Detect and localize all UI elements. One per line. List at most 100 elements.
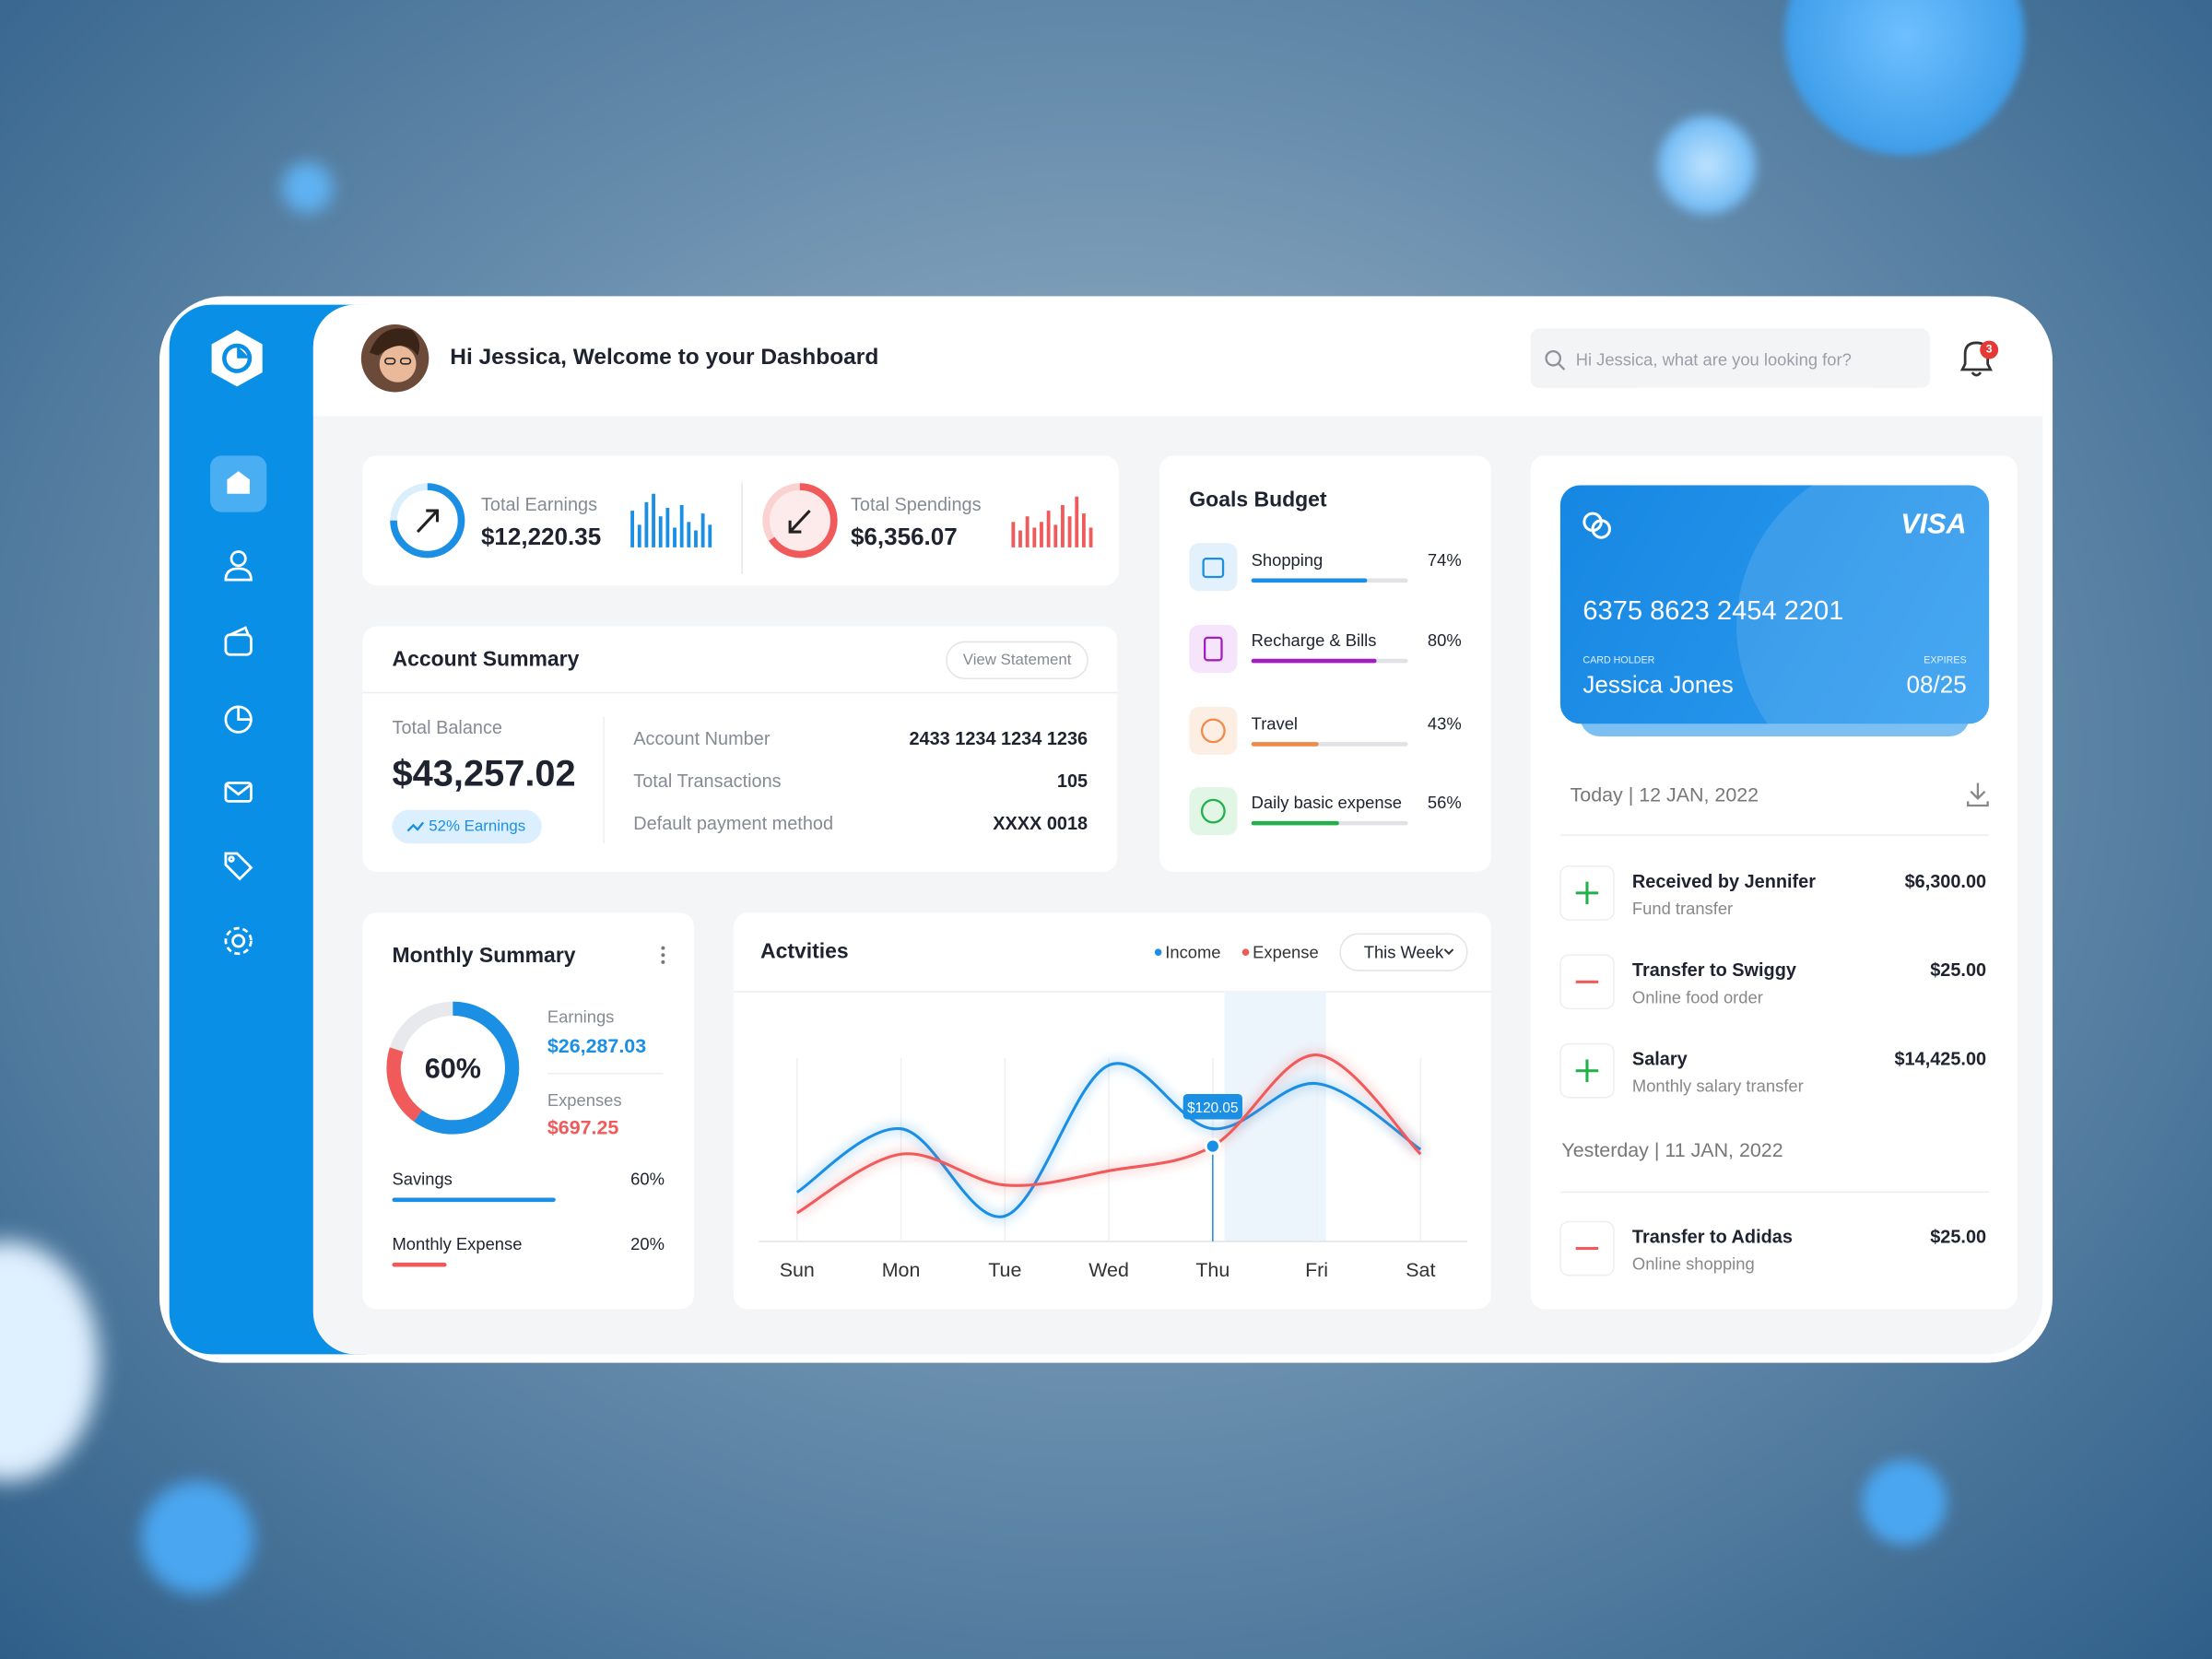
transaction-title: Transfer to Adidas [1631, 1225, 1793, 1247]
menu-dots[interactable] [661, 946, 665, 964]
blob [1657, 115, 1757, 215]
blob [1862, 1460, 1947, 1546]
card-brand: VISA [1900, 509, 1967, 541]
transaction-amount: $14,425.00 [1894, 1047, 1987, 1069]
nav-icons[interactable] [224, 550, 253, 956]
earnings-value: $26,287.03 [547, 1033, 647, 1057]
bank-card [1559, 485, 1990, 724]
detail-value: 2433 1234 1234 1236 [909, 727, 1088, 749]
spendings-label: Total Spendings [850, 493, 982, 515]
series-line [796, 1053, 1422, 1215]
holder-name: Jessica Jones [1583, 671, 1734, 699]
expenses-label: Expenses [547, 1090, 622, 1111]
x-tick-label: Fri [1305, 1258, 1329, 1281]
spendings-amount: $6,356.07 [850, 523, 958, 550]
transaction-amount: $25.00 [1930, 959, 1987, 981]
greeting: Hi Jessica, Welcome to your Dashboard [450, 345, 879, 371]
goal-name: Recharge & Bills [1251, 630, 1377, 651]
view-statement-button[interactable] [946, 641, 1088, 679]
bar-percent: 60% [630, 1169, 665, 1190]
transaction-title: Salary [1631, 1047, 1688, 1069]
balance: $43,257.02 [392, 751, 576, 794]
goal-name: Travel [1251, 713, 1299, 734]
series-line [795, 1062, 1422, 1218]
chart-title: Actvities [759, 939, 849, 964]
x-tick-label: Sun [779, 1258, 815, 1281]
spendings-ring [762, 483, 838, 559]
goal-bar [1251, 742, 1319, 747]
goal-percent: 56% [1427, 793, 1462, 813]
spendings-sparkline [1011, 496, 1093, 547]
goals-title: Goals Budget [1189, 488, 1327, 512]
date-label: Today | 12 JAN, 2022 [1570, 782, 1759, 806]
goal-bar [1251, 578, 1368, 583]
view-statement[interactable]: View Statement [962, 652, 1072, 669]
expires-label: EXPIRES [1924, 655, 1967, 666]
x-tick-label: Wed [1088, 1258, 1129, 1281]
transaction-subtitle: Monthly salary transfer [1631, 1076, 1804, 1097]
goal-name: Daily basic expense [1251, 793, 1403, 813]
expenses-value: $697.25 [547, 1115, 619, 1139]
monthly-title: Monthly Summary [392, 943, 576, 968]
legend-label: Income [1165, 942, 1221, 962]
search-icon [1545, 349, 1566, 371]
earnings-label: Earnings [547, 1006, 615, 1028]
download-icon[interactable] [1967, 782, 1989, 807]
badge-text: 52% Earnings [429, 818, 526, 836]
tooltip-box [1182, 1093, 1242, 1120]
detail-value: XXXX 0018 [993, 812, 1088, 834]
legend-label: Expense [1253, 942, 1319, 962]
filter-label[interactable]: This Week [1363, 942, 1444, 962]
logo [211, 330, 263, 387]
search-box[interactable] [1530, 328, 1930, 388]
transaction-subtitle: Fund transfer [1631, 898, 1734, 919]
x-tick-label: Mon [881, 1258, 921, 1281]
trend-icon [406, 821, 425, 832]
donut-segment [386, 1001, 520, 1135]
goal-bar [1251, 658, 1377, 664]
card-decor [1736, 485, 1990, 724]
donut-segment [386, 1001, 520, 1135]
holder-label: CARD HOLDER [1583, 655, 1655, 666]
legend-dot [1154, 948, 1162, 956]
summary-bar [392, 1262, 447, 1267]
transaction-amount: $6,300.00 [1904, 869, 1987, 891]
notification-count: 3 [1985, 342, 1993, 356]
earnings-amount: $12,220.35 [480, 523, 602, 550]
transaction-subtitle: Online shopping [1631, 1253, 1755, 1275]
card-number: 6375 8623 2454 2201 [1583, 596, 1844, 627]
goal-percent: 74% [1427, 549, 1462, 571]
donut-label: 60% [424, 1053, 481, 1086]
goal-percent: 43% [1427, 713, 1462, 734]
bell[interactable] [1959, 340, 1999, 377]
detail-label: Total Transactions [633, 770, 782, 792]
x-tick-label: Thu [1195, 1258, 1230, 1281]
legend-dot [1241, 948, 1250, 956]
summary-card [362, 455, 1119, 586]
goal-bar [1251, 820, 1339, 826]
earnings-sparkline [630, 493, 712, 547]
goal-percent: 80% [1427, 630, 1462, 651]
transaction-title: Transfer to Swiggy [1631, 959, 1796, 981]
search-placeholder[interactable]: Hi Jessica, what are you looking for? [1575, 349, 1852, 371]
filter-button[interactable] [1339, 933, 1468, 971]
card-logo [1583, 512, 1611, 539]
earnings-badge [392, 809, 542, 844]
balance-label: Total Balance [392, 716, 502, 738]
transaction-title: Received by Jennifer [1631, 869, 1816, 891]
detail-value: 105 [1056, 770, 1088, 792]
goal-icons [1189, 543, 1238, 836]
tooltip-point [1204, 1137, 1221, 1155]
blob [141, 1481, 254, 1594]
avatar [360, 324, 429, 393]
chevron [1443, 948, 1454, 956]
summary-bar [392, 1197, 556, 1203]
nav-home[interactable] [227, 471, 250, 494]
date-label: Yesterday | 11 JAN, 2022 [1561, 1138, 1783, 1161]
earnings-ring [390, 483, 465, 559]
earnings-label: Total Earnings [480, 493, 598, 515]
x-tick-label: Sat [1406, 1258, 1436, 1281]
